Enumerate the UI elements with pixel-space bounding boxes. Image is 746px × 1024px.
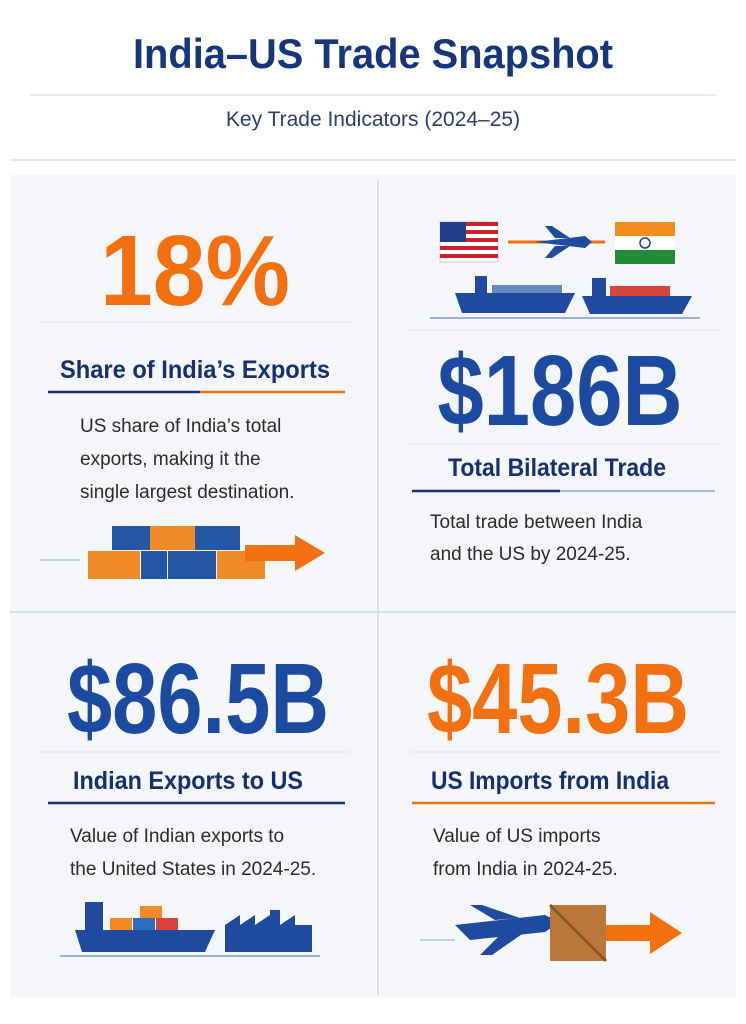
stat-value: $86.5B — [67, 643, 329, 755]
description: and the US by 2024-25. — [430, 544, 631, 565]
description: exports, making it the — [80, 449, 261, 470]
flags-icon — [439, 221, 675, 264]
title: India–US Trade Snapshot — [133, 30, 613, 77]
stat-value: $186B — [438, 335, 683, 447]
description: from India in 2024-25. — [433, 859, 618, 880]
description: single largest destination. — [80, 482, 294, 503]
description: Value of Indian exports to — [70, 826, 284, 847]
ships-icon — [430, 276, 700, 319]
containers-icon — [40, 526, 325, 579]
description: Total trade between India — [430, 512, 643, 533]
plane-box-icon — [420, 903, 682, 963]
description: Value of US imports — [433, 826, 601, 847]
stat-value: 18% — [100, 215, 290, 327]
description: the United States in 2024-25. — [70, 859, 316, 880]
stat-label: US Imports from India — [431, 767, 670, 795]
subtitle: Key Trade Indicators (2024–25) — [226, 108, 520, 131]
ship-factory-icon — [60, 902, 320, 957]
stat-label: Share of India’s Exports — [60, 356, 330, 384]
description: US share of India’s total — [80, 416, 281, 437]
stat-label: Indian Exports to US — [73, 767, 303, 795]
stat-value: $45.3B — [427, 643, 689, 755]
stat-label: Total Bilateral Trade — [448, 454, 666, 482]
